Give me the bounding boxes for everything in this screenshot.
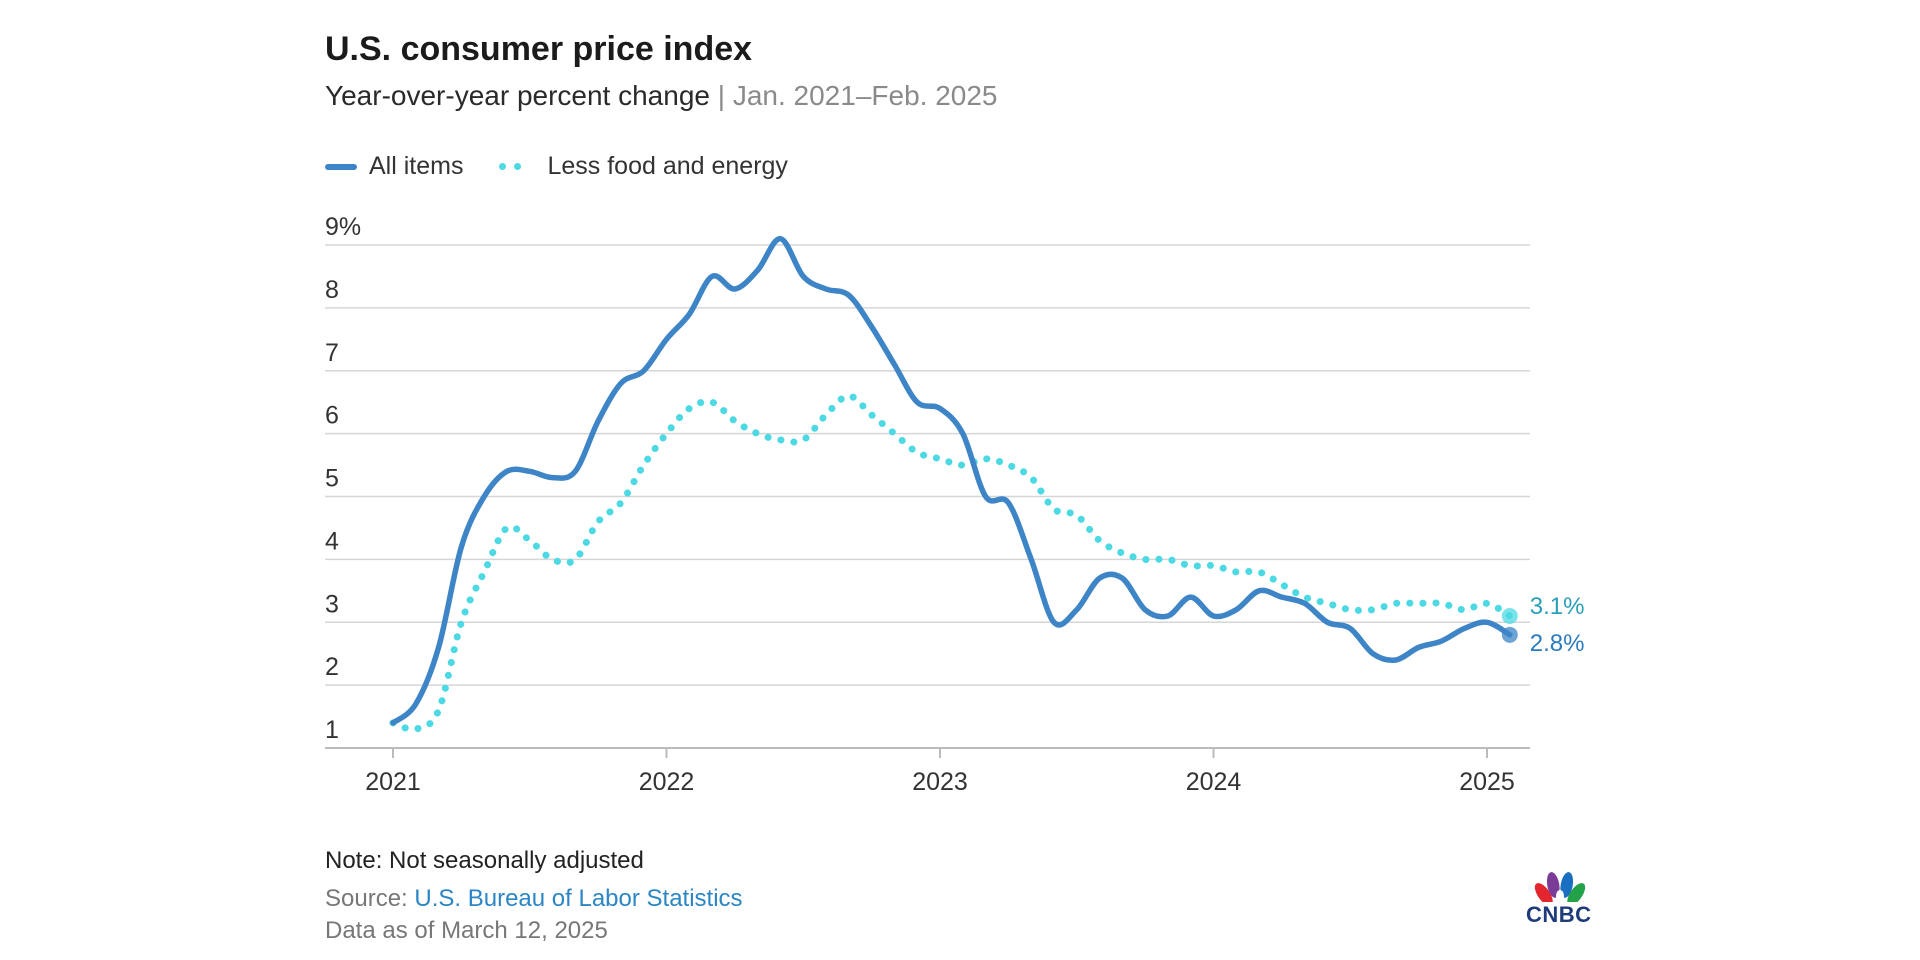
subtitle-date-range: Jan. 2021–Feb. 2025 <box>732 80 998 111</box>
legend-swatch-solid <box>325 163 357 170</box>
chart-title: U.S. consumer price index <box>325 30 753 68</box>
x-tick-label: 2025 <box>1459 768 1515 796</box>
cnbc-peacock-icon <box>1530 872 1590 902</box>
x-tick-label: 2022 <box>639 768 695 796</box>
y-tick-label: 6 <box>325 402 339 430</box>
subtitle-text: Year-over-year percent change <box>325 80 710 111</box>
x-tick-label: 2023 <box>912 768 968 796</box>
y-tick-label: 5 <box>325 465 339 493</box>
series-all-items-line <box>390 235 1513 726</box>
y-tick-label: 9% <box>325 213 361 241</box>
end-label-all-items: 2.8% <box>1530 630 1585 657</box>
y-tick-label: 2 <box>325 653 339 681</box>
y-tick-label: 3 <box>325 590 339 618</box>
subtitle-separator: | <box>717 80 726 111</box>
end-label-core: 3.1% <box>1530 593 1585 620</box>
chart-subtitle: Year-over-year percent change | Jan. 202… <box>325 80 998 112</box>
legend-item-all-items: All items <box>325 152 463 181</box>
series-core-line <box>389 392 1514 733</box>
source-link[interactable]: U.S. Bureau of Labor Statistics <box>414 885 743 912</box>
legend-label: Less food and energy <box>547 152 788 180</box>
chart-note: Note: Not seasonally adjusted <box>325 847 644 874</box>
chart-legend: All items Less food and energy <box>325 152 824 181</box>
legend-label: All items <box>369 152 464 180</box>
y-tick-label: 4 <box>325 527 339 555</box>
y-tick-label: 7 <box>325 339 339 367</box>
cnbc-logo-text: CNBC <box>1526 902 1592 927</box>
legend-swatch-dotted <box>499 163 529 170</box>
chart-source: Source: U.S. Bureau of Labor Statistics <box>325 885 743 913</box>
source-prefix: Source: <box>325 885 408 912</box>
x-tick-label: 2021 <box>365 768 421 796</box>
legend-item-core: Less food and energy <box>499 152 788 181</box>
x-tick-label: 2024 <box>1186 768 1242 796</box>
data-as-of: Data as of March 12, 2025 <box>325 917 608 944</box>
end-point-all-items <box>1501 626 1518 643</box>
y-tick-label: 1 <box>325 716 339 744</box>
end-point-core <box>1501 607 1518 624</box>
y-tick-label: 8 <box>325 276 339 304</box>
